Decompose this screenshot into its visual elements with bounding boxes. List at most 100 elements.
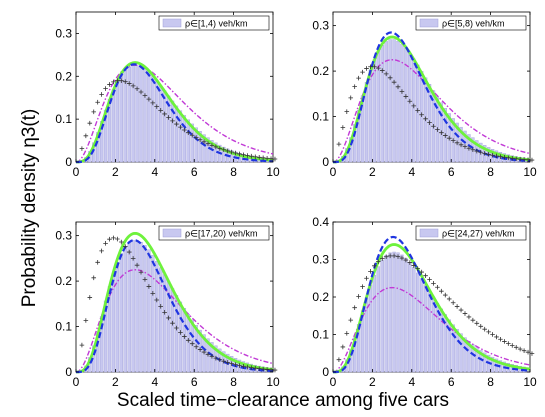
plus-marker: [403, 257, 409, 263]
plus-marker: [439, 288, 444, 294]
gray-plus-markers: [79, 235, 278, 373]
blue-dashed-curve: [333, 31, 531, 164]
plus-marker: [119, 239, 124, 245]
y-tick-label: 0: [65, 155, 72, 169]
plus-marker: [462, 311, 468, 316]
plus-marker: [225, 148, 230, 154]
plus-marker: [233, 362, 238, 367]
legend-box: [158, 225, 270, 241]
y-tick-label: 0.3: [55, 229, 72, 243]
plus-marker: [83, 133, 89, 139]
x-tick-label: 0: [73, 375, 80, 389]
plus-marker: [166, 315, 171, 321]
y-tick-label: 0.3: [312, 253, 329, 267]
y-tick-label: 0.2: [55, 274, 72, 288]
y-tick-label: 0.2: [312, 64, 329, 78]
plus-marker: [146, 96, 152, 102]
plus-marker: [368, 64, 373, 70]
histogram-bar: [119, 74, 123, 163]
green-fit-curve: [76, 231, 274, 374]
blue-dashed-curve: [333, 235, 531, 374]
plus-marker: [99, 92, 104, 97]
plus-marker: [252, 365, 258, 371]
histogram-bar: [190, 123, 194, 163]
plus-marker: [431, 281, 436, 286]
histogram-bar: [372, 59, 377, 163]
legend-swatch: [162, 18, 182, 28]
y-tick-label: 0.1: [312, 110, 329, 124]
plus-marker: [174, 325, 179, 331]
plus-marker: [470, 317, 476, 323]
plus-marker: [340, 125, 346, 130]
plus-marker: [126, 249, 132, 255]
histogram-bar: [376, 266, 380, 373]
plus-marker: [407, 98, 413, 104]
y-tick-label: 0.1: [55, 320, 72, 334]
histogram-bar: [182, 115, 187, 163]
x-axis-title: Scaled time−clearance among five cars: [117, 390, 449, 411]
plus-marker: [103, 241, 108, 246]
x-tick-label: 6: [191, 165, 198, 179]
plus-marker: [209, 143, 215, 148]
x-tick-label: 4: [408, 165, 415, 179]
plus-marker: [442, 133, 448, 138]
plus-marker: [158, 304, 164, 309]
plus-marker: [122, 244, 128, 249]
legend-label: ρ∈[17,20) veh/km: [185, 229, 258, 239]
plus-marker: [513, 156, 519, 162]
histogram-bar: [384, 41, 388, 163]
plus-marker: [134, 86, 140, 92]
y-tick-label: 0: [322, 365, 329, 379]
plus-marker: [138, 89, 144, 95]
plus-marker: [490, 332, 495, 337]
plus-marker: [348, 95, 354, 101]
x-tick-label: 4: [408, 375, 415, 389]
histogram-bar: [431, 296, 436, 373]
histogram-bar: [198, 131, 202, 163]
histogram-bar: [388, 39, 392, 163]
plus-marker: [458, 142, 464, 148]
x-tick-label: 8: [230, 165, 237, 179]
histogram-bar: [115, 261, 120, 373]
histogram-bar: [186, 314, 190, 373]
plus-marker: [95, 99, 100, 105]
plus-marker: [372, 263, 377, 269]
plus-marker: [174, 121, 179, 127]
plus-marker: [498, 154, 503, 159]
histogram-bar: [139, 66, 143, 163]
plus-marker: [340, 344, 346, 350]
histogram-bar: [392, 251, 396, 373]
plus-marker: [146, 284, 152, 289]
y-tick-label: 0.1: [55, 112, 72, 126]
plus-marker: [103, 86, 108, 91]
histogram-bar: [396, 252, 400, 373]
plus-marker: [387, 75, 393, 81]
plus-marker: [241, 364, 246, 369]
plus-marker: [170, 320, 175, 326]
plus-marker: [245, 364, 250, 370]
plus-marker: [213, 355, 219, 361]
plus-marker: [379, 256, 385, 261]
histogram-bar: [135, 240, 139, 373]
histogram-bars: [337, 251, 530, 373]
plus-marker: [387, 253, 393, 259]
plus-marker: [454, 304, 460, 309]
histogram-bar: [419, 278, 424, 373]
plus-marker: [454, 140, 460, 146]
y-tick-label: 0: [322, 155, 329, 169]
legend-box: [158, 15, 270, 31]
histogram-bar: [416, 64, 420, 163]
plus-marker: [130, 256, 136, 261]
plus-marker: [260, 366, 266, 372]
histogram-bar: [186, 119, 190, 163]
chart-panel-3: 0 2 4 6 8 10 0 0.1 0.2 0.3 ρ∈[17,20) veh/km: [55, 221, 280, 389]
histogram-bar: [174, 295, 179, 373]
legend-label: ρ∈[24,27) veh/km: [442, 229, 515, 239]
plus-marker: [419, 269, 424, 275]
plus-marker: [423, 273, 428, 279]
plus-marker: [189, 132, 195, 138]
histogram-bar: [174, 105, 179, 163]
plus-marker: [154, 297, 160, 303]
y-tick-label: 0: [65, 365, 72, 379]
